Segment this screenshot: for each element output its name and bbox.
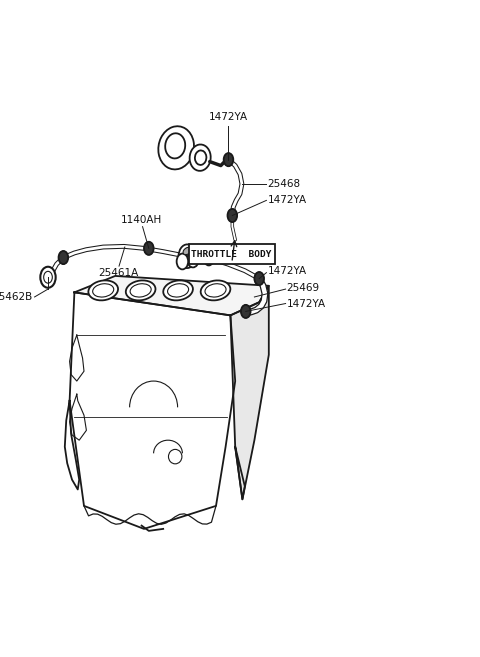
Polygon shape: [65, 401, 79, 489]
Ellipse shape: [163, 281, 193, 300]
Circle shape: [59, 251, 68, 264]
Polygon shape: [74, 276, 269, 315]
Ellipse shape: [201, 281, 230, 300]
Ellipse shape: [195, 150, 206, 165]
Ellipse shape: [190, 145, 211, 171]
Ellipse shape: [158, 126, 194, 170]
Ellipse shape: [126, 281, 156, 300]
Ellipse shape: [93, 284, 114, 297]
Circle shape: [254, 272, 264, 285]
Polygon shape: [230, 286, 269, 499]
Text: THROTTLE  BODY: THROTTLE BODY: [191, 250, 272, 259]
Ellipse shape: [205, 284, 226, 297]
Circle shape: [144, 242, 154, 255]
Text: 1472YA: 1472YA: [267, 265, 307, 276]
Text: 1472YA: 1472YA: [267, 195, 307, 206]
Text: 25461A: 25461A: [98, 268, 138, 278]
Circle shape: [241, 305, 251, 318]
Text: 25468: 25468: [267, 179, 300, 189]
Ellipse shape: [88, 281, 118, 300]
Ellipse shape: [168, 284, 189, 297]
Text: 25462B: 25462B: [0, 292, 33, 302]
Polygon shape: [70, 292, 235, 529]
Circle shape: [177, 254, 188, 269]
Ellipse shape: [165, 133, 185, 158]
Text: 1140AH: 1140AH: [121, 215, 162, 225]
Circle shape: [228, 209, 237, 222]
Circle shape: [44, 271, 52, 283]
Text: 1472YA: 1472YA: [287, 298, 326, 309]
Circle shape: [40, 267, 56, 288]
Text: 25469: 25469: [287, 283, 320, 293]
Ellipse shape: [130, 284, 151, 297]
Ellipse shape: [183, 247, 192, 255]
Circle shape: [187, 252, 199, 267]
Circle shape: [224, 153, 233, 166]
Circle shape: [179, 244, 196, 268]
Text: 1472YA: 1472YA: [209, 112, 248, 122]
Circle shape: [204, 252, 214, 265]
FancyBboxPatch shape: [189, 244, 275, 264]
